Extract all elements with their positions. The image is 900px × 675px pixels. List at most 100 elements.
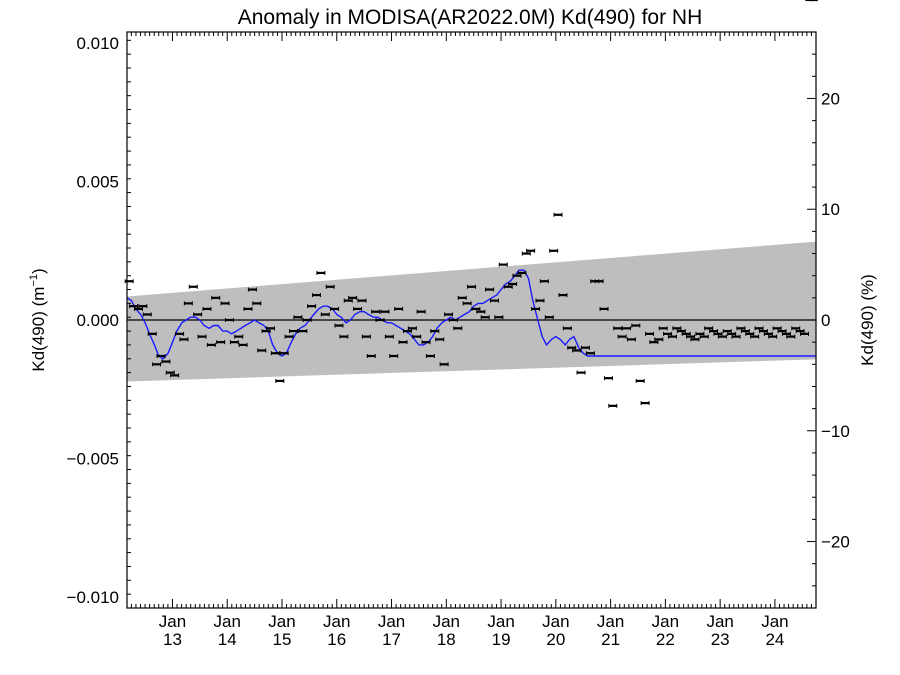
y-left-tick-label: −0.010 [67, 588, 119, 607]
data-point [786, 334, 796, 339]
x-tick-year: 19 [492, 630, 511, 649]
data-point [366, 354, 376, 358]
data-point [640, 401, 650, 406]
data-point [781, 331, 791, 336]
y-left-tick-label: 0.000 [76, 311, 119, 330]
data-point [494, 315, 504, 320]
data-point [312, 293, 322, 298]
data-point [371, 309, 381, 314]
data-point [758, 329, 768, 334]
y-left-tick-label: 0.010 [76, 34, 119, 53]
x-tick-month: Jan [214, 612, 241, 631]
data-point [156, 354, 166, 358]
data-point [531, 306, 541, 311]
data-point [443, 312, 453, 317]
x-tick-month: Jan [542, 612, 569, 631]
data-point [175, 331, 185, 336]
y-right-tick-label: −20 [821, 533, 850, 552]
data-point [325, 284, 335, 289]
x-tick-year: 13 [163, 630, 182, 649]
data-point [307, 304, 317, 309]
data-point [412, 334, 422, 339]
x-tick-year: 24 [765, 630, 784, 649]
data-point [394, 306, 404, 311]
data-point [576, 370, 586, 375]
data-point [717, 334, 727, 339]
x-tick-month: Jan [378, 612, 405, 631]
x-tick-year: 16 [327, 630, 346, 649]
data-point [631, 323, 641, 328]
data-point [353, 306, 363, 311]
x-tick-month: Jan [159, 612, 186, 631]
data-point [668, 334, 678, 339]
data-point [603, 376, 613, 381]
data-point [772, 326, 782, 331]
data-point [690, 337, 700, 342]
x-tick-month: Jan [487, 612, 514, 631]
data-point [654, 337, 664, 342]
x-tick-month: Jan [597, 612, 624, 631]
data-point [234, 334, 244, 339]
data-point [599, 306, 609, 311]
data-point [567, 345, 577, 350]
data-point [161, 359, 171, 364]
data-point [398, 340, 408, 345]
y-axis-left-label: Kd(490) (m−1) [28, 268, 48, 371]
y-left-tick-label: 0.005 [76, 173, 119, 192]
x-tick-year: 15 [273, 630, 292, 649]
data-point [613, 326, 623, 331]
data-point [594, 279, 604, 284]
data-point [288, 329, 298, 334]
data-point [298, 329, 308, 334]
data-point [224, 318, 234, 322]
data-point [220, 301, 230, 306]
data-point [330, 306, 340, 311]
data-point [754, 326, 764, 331]
data-point [448, 318, 458, 322]
y-axis-left-label-close: ) [29, 268, 48, 274]
band-polygon [127, 241, 816, 382]
x-tick-year: 21 [601, 630, 620, 649]
data-point [129, 304, 139, 309]
data-point [768, 334, 778, 339]
data-point [526, 248, 536, 253]
data-point [343, 298, 353, 303]
data-point [645, 331, 655, 336]
data-point [375, 318, 385, 322]
data-point [270, 351, 280, 356]
x-tick-month: Jan [433, 612, 460, 631]
data-point [179, 337, 189, 342]
data-point [206, 342, 216, 347]
data-point [320, 312, 330, 317]
data-point [795, 329, 805, 334]
data-point [339, 334, 349, 339]
data-point [508, 282, 518, 286]
data-point [462, 301, 472, 306]
data-point [302, 318, 312, 322]
data-point [202, 306, 212, 311]
data-point [686, 334, 696, 339]
data-point [247, 287, 257, 292]
data-point [709, 329, 719, 334]
y-right-tick-label: 20 [821, 89, 840, 108]
data-point [316, 270, 326, 275]
data-point [138, 304, 148, 309]
data-point [580, 345, 590, 350]
data-point [731, 334, 741, 339]
data-point [243, 306, 253, 311]
data-point [490, 298, 500, 303]
data-point [695, 331, 705, 336]
data-point [562, 326, 572, 331]
y-axis-left-label-sup: −1 [28, 274, 40, 287]
data-point [293, 315, 303, 320]
data-point [649, 340, 659, 345]
data-point [635, 378, 645, 383]
data-point [261, 329, 271, 334]
data-point [544, 315, 554, 320]
data-point [722, 329, 732, 334]
